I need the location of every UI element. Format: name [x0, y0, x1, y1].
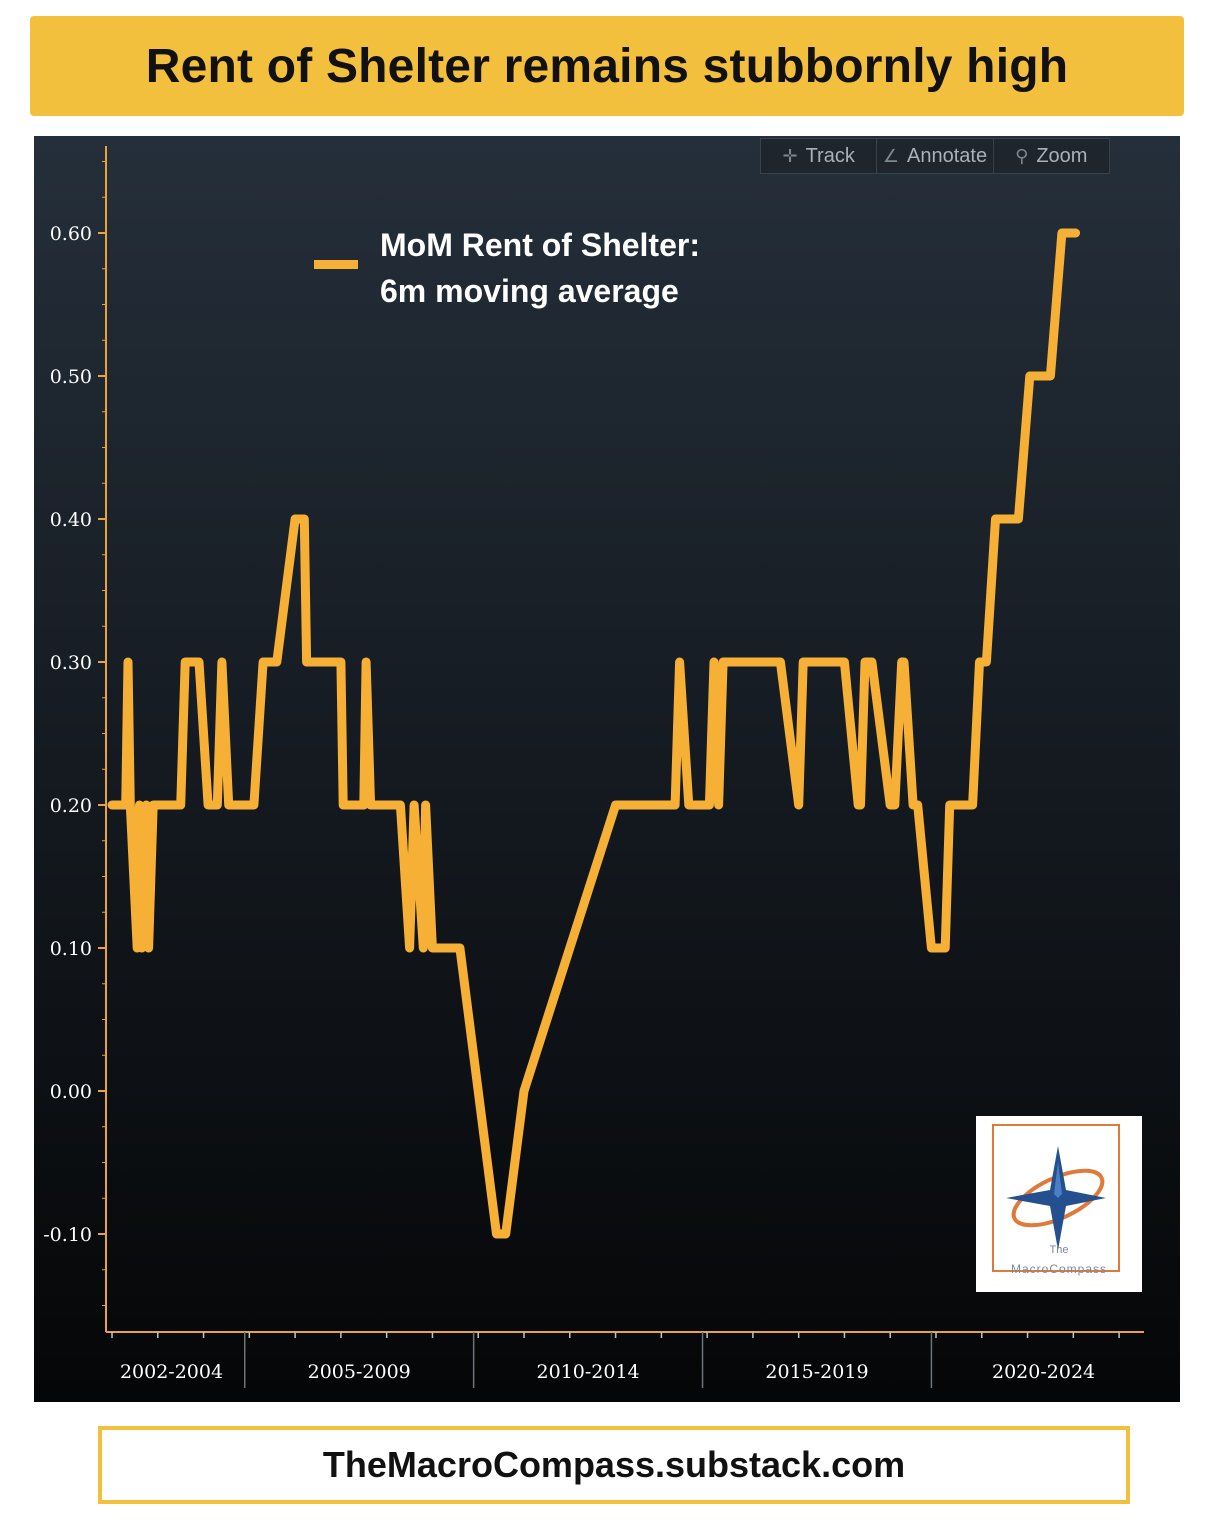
x-tick-label: 2005-2009	[308, 1361, 411, 1383]
annotate-label: Annotate	[907, 144, 988, 167]
magnifier-icon: ⚲	[1015, 145, 1029, 166]
footer-url: TheMacroCompass.substack.com	[322, 1444, 906, 1485]
x-tick-label: 2002-2004	[120, 1361, 223, 1383]
chart-plot: 0.60 0.50 0.40 0.30 0.20 0.10 0.00 -0.10 2002-2…	[43, 146, 1144, 1388]
chart-legend: MoM Rent of Shelter: 6m moving average	[314, 222, 700, 314]
zoom-button[interactable]: ⚲ Zoom	[994, 139, 1109, 173]
x-tick-label: 2015-2019	[765, 1361, 868, 1383]
y-tick-label: 0.20	[50, 795, 92, 817]
chart-toolbar: ✛ Track ∠ Annotate ⚲ Zoom	[760, 138, 1110, 174]
x-tick-label: 2010-2014	[537, 1361, 640, 1383]
series-line-rent-of-shelter	[107, 228, 1081, 1239]
logo-frame	[992, 1124, 1120, 1272]
y-axis: 0.60 0.50 0.40 0.30 0.20 0.10 0.00 -0.10	[43, 146, 107, 1332]
track-button[interactable]: ✛ Track	[761, 139, 878, 173]
logo-text-the: The	[1049, 1244, 1069, 1256]
y-tick-label: 0.10	[50, 938, 92, 960]
legend-line-1: MoM Rent of Shelter:	[380, 227, 700, 263]
footer-url-box: TheMacroCompass.substack.com	[98, 1426, 1130, 1504]
series-layer	[107, 228, 1081, 1239]
logo-text-name: MacroCompass	[1010, 1262, 1108, 1276]
crosshair-icon: ✛	[782, 145, 798, 166]
y-tick-label: 0.60	[50, 223, 92, 245]
x-tick-label: 2020-2024	[992, 1361, 1095, 1383]
x-axis: 2002-2004 2005-2009 2010-2014 2015-2019 2020…	[106, 1331, 1144, 1388]
y-tick-label: 0.00	[50, 1081, 92, 1103]
zoom-label: Zoom	[1036, 144, 1088, 167]
macro-compass-logo: The MacroCompass	[976, 1116, 1142, 1292]
title-banner: Rent of Shelter remains stubbornly high	[30, 16, 1184, 116]
pencil-icon: ∠	[882, 145, 900, 166]
track-label: Track	[805, 144, 855, 167]
legend-swatch	[314, 260, 358, 269]
chart-panel: 0.60 0.50 0.40 0.30 0.20 0.10 0.00 -0.10 2002-2…	[34, 136, 1180, 1402]
compass-star-icon	[1006, 1146, 1106, 1250]
y-tick-label: 0.40	[50, 509, 92, 531]
annotate-button[interactable]: ∠ Annotate	[877, 139, 994, 173]
y-tick-label: 0.30	[50, 652, 92, 674]
y-tick-label: -0.10	[43, 1224, 92, 1246]
legend-line-2: 6m moving average	[380, 273, 679, 309]
legend-label: MoM Rent of Shelter: 6m moving average	[380, 222, 700, 314]
y-tick-label: 0.50	[50, 366, 92, 388]
chart-title: Rent of Shelter remains stubbornly high	[145, 39, 1069, 93]
